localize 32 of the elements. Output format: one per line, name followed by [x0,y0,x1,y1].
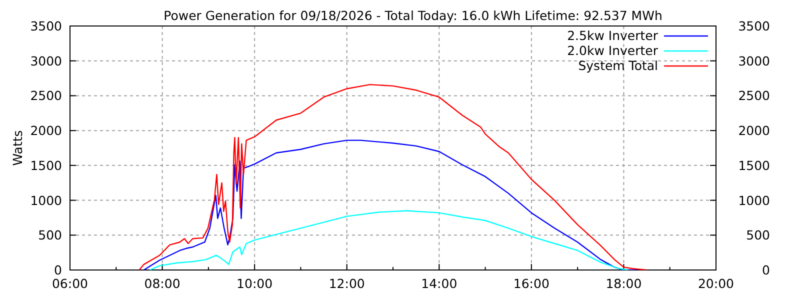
x-tick-label: 10:00 [236,276,273,291]
y-tick-label: 1000 [30,192,62,208]
y2-tick-label: 1500 [738,158,770,173]
legend-label: 2.5kw Inverter [567,28,659,43]
y-tick-label: 2500 [30,88,62,104]
y2-tick-label: 500 [746,228,770,243]
y2-tick-label: 1000 [738,192,770,208]
legend-label: System Total [578,58,658,73]
y-tick-label: 3500 [30,18,62,34]
x-tick-label: 12:00 [328,276,365,291]
line-series [143,140,638,270]
x-tick-label: 18:00 [606,276,642,291]
y-tick-label: 0 [54,262,62,278]
x-tick-label: 08:00 [144,276,180,291]
legend-label: 2.0kw Inverter [567,43,659,58]
y-axis-title: Watts [10,130,25,166]
line-series [138,84,648,270]
y-tick-label: 2000 [30,123,62,138]
line-series [149,210,629,270]
y2-tick-label: 0 [762,262,770,278]
y-tick-label: 3000 [30,53,62,68]
y-tick-label: 1500 [30,158,62,173]
y-tick-label: 500 [38,228,62,243]
y2-tick-label: 2500 [738,88,770,104]
y2-tick-label: 3500 [738,18,770,34]
x-tick-label: 20:00 [698,276,734,291]
x-tick-label: 14:00 [421,276,458,291]
x-tick-label: 16:00 [513,276,550,291]
y2-tick-label: 3000 [738,53,770,68]
chart-title: Power Generation for 09/18/2026 - Total Today: 16.0 kWh Lifetime: 92.537 MWh [164,8,662,23]
y2-tick-label: 2000 [738,123,770,138]
x-tick-label: 06:00 [52,276,88,291]
